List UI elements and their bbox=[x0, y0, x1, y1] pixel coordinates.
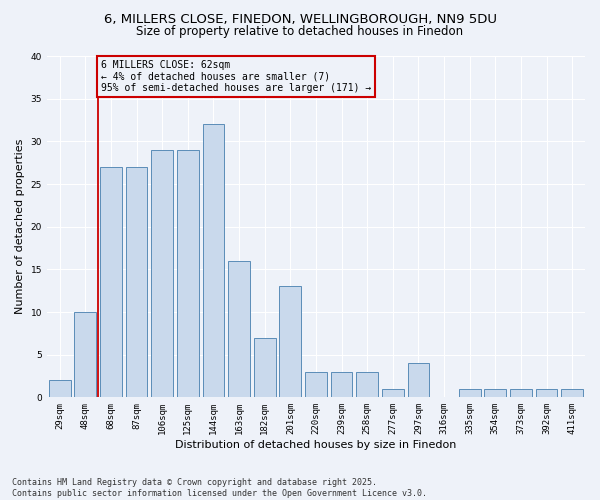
Bar bbox=[203, 124, 224, 398]
Bar bbox=[510, 389, 532, 398]
Bar bbox=[126, 167, 148, 398]
Text: Contains HM Land Registry data © Crown copyright and database right 2025.
Contai: Contains HM Land Registry data © Crown c… bbox=[12, 478, 427, 498]
Text: 6 MILLERS CLOSE: 62sqm
← 4% of detached houses are smaller (7)
95% of semi-detac: 6 MILLERS CLOSE: 62sqm ← 4% of detached … bbox=[101, 60, 371, 94]
Text: 6, MILLERS CLOSE, FINEDON, WELLINGBOROUGH, NN9 5DU: 6, MILLERS CLOSE, FINEDON, WELLINGBOROUG… bbox=[104, 12, 497, 26]
Bar bbox=[407, 363, 430, 398]
Bar bbox=[228, 261, 250, 398]
Bar bbox=[561, 389, 583, 398]
Bar bbox=[382, 389, 404, 398]
Y-axis label: Number of detached properties: Number of detached properties bbox=[15, 139, 25, 314]
Bar bbox=[177, 150, 199, 398]
Bar bbox=[484, 389, 506, 398]
Bar bbox=[459, 389, 481, 398]
Bar bbox=[356, 372, 378, 398]
Bar bbox=[331, 372, 352, 398]
Bar bbox=[151, 150, 173, 398]
Bar bbox=[305, 372, 327, 398]
Text: Size of property relative to detached houses in Finedon: Size of property relative to detached ho… bbox=[136, 25, 464, 38]
Bar bbox=[536, 389, 557, 398]
Bar bbox=[100, 167, 122, 398]
Bar bbox=[280, 286, 301, 398]
X-axis label: Distribution of detached houses by size in Finedon: Distribution of detached houses by size … bbox=[175, 440, 457, 450]
Bar bbox=[74, 312, 96, 398]
Bar bbox=[49, 380, 71, 398]
Bar bbox=[254, 338, 275, 398]
